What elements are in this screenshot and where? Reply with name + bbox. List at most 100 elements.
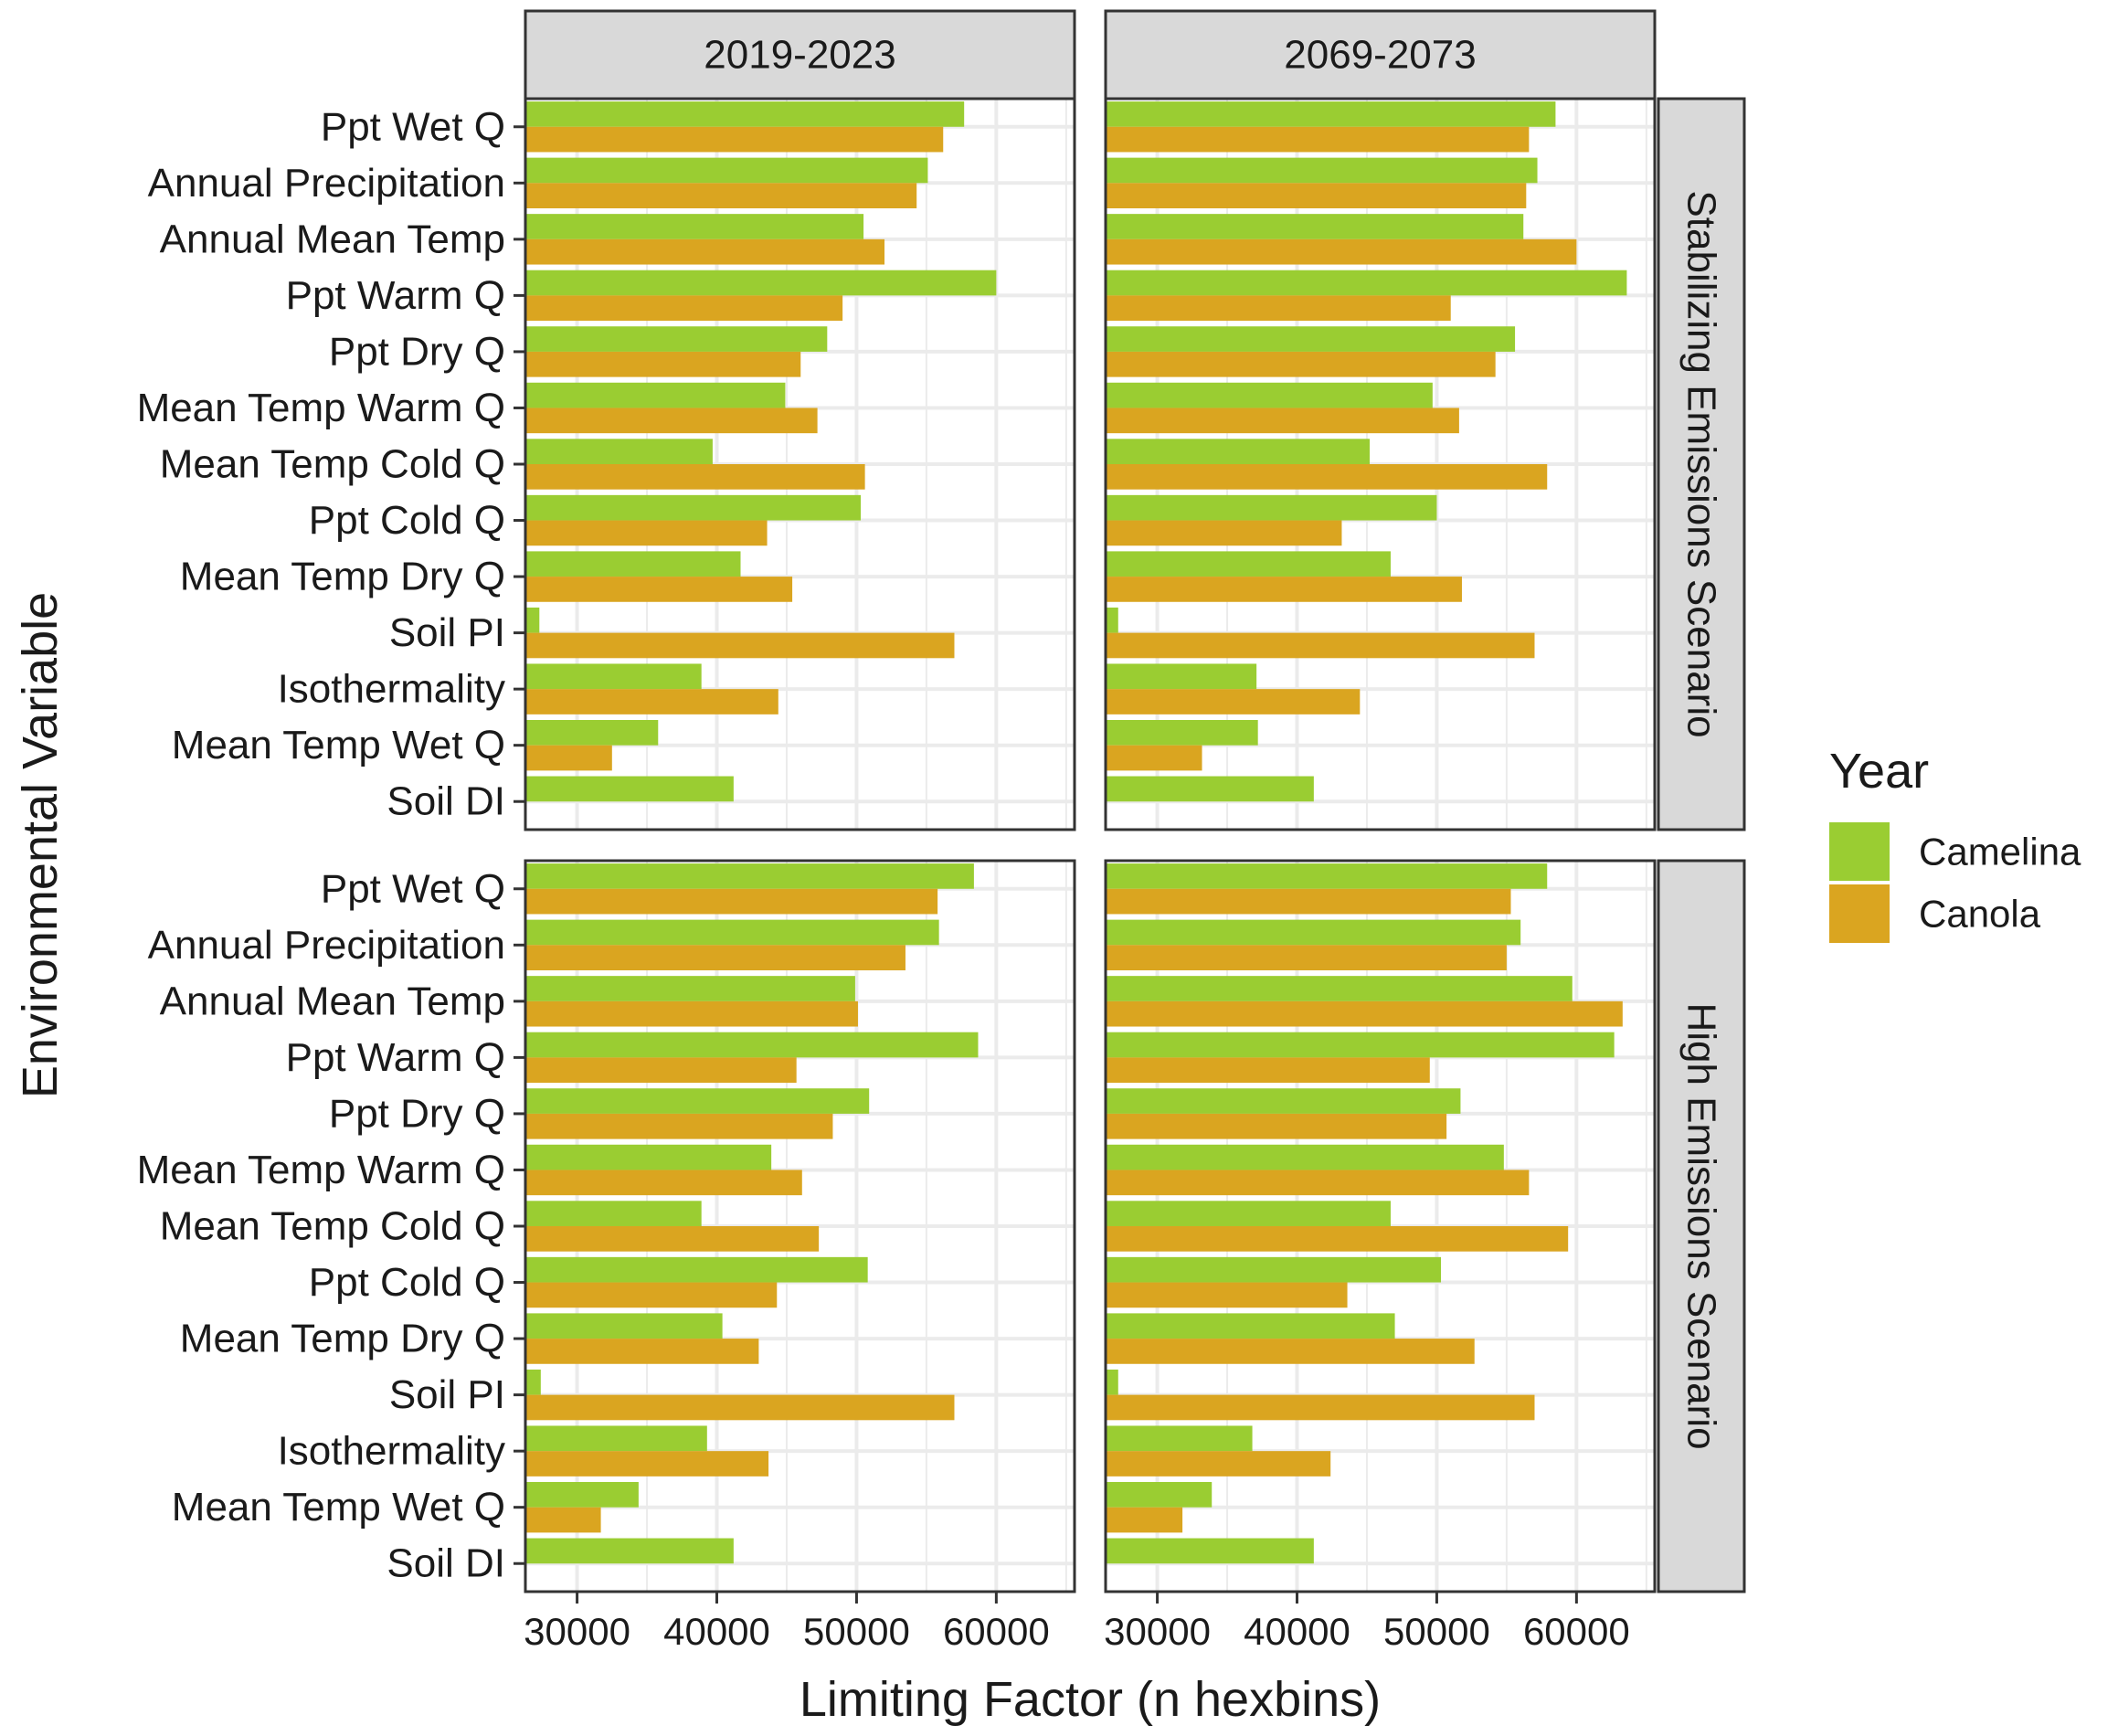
- panel-2-1-bar-camelina-ppt-warm-q: [525, 1032, 979, 1058]
- panel-2-1-bar-camelina-soil-pi: [525, 1369, 541, 1395]
- x-tick-label: 30000: [1104, 1610, 1211, 1653]
- panel-1-2-bar-canola-ppt-cold-q: [1106, 520, 1342, 546]
- y-tick-label-ppt-warm-q: Ppt Warm Q: [286, 273, 505, 318]
- panel-2-2-bar-camelina-mean-temp-wet-q: [1106, 1482, 1213, 1508]
- legend-title: Year: [1829, 744, 1929, 799]
- row-strip-1: [1657, 97, 1746, 831]
- legend-swatch-camelina: [1829, 822, 1890, 881]
- panel-1-1-bar-camelina-ppt-wet-q: [525, 101, 965, 127]
- panel-1-1-bar-camelina-annual-precipitation: [525, 157, 928, 184]
- panel-2-1-bar-canola-ppt-dry-q: [525, 1113, 833, 1139]
- panel-2-2-bar-camelina-isothermality: [1106, 1425, 1253, 1452]
- panel-2-2-bar-camelina-annual-precipitation: [1106, 919, 1521, 946]
- panel-1-1-bar-canola-mean-temp-cold-q: [525, 464, 865, 490]
- column-strip-2: [1104, 9, 1657, 101]
- panel-1-2-bar-camelina-soil-di: [1106, 776, 1314, 802]
- panel-2-2-bar-canola-annual-precipitation: [1106, 945, 1507, 970]
- y-tick-label-soil-pi: Soil PI: [389, 1372, 505, 1417]
- panel-2-1-bar-camelina-mean-temp-warm-q: [525, 1144, 772, 1170]
- panel-2-1-bar-canola-mean-temp-wet-q: [525, 1507, 601, 1533]
- y-tick-label-soil-di: Soil DI: [387, 1541, 505, 1586]
- legend-label-canola: Canola: [1919, 893, 2041, 936]
- y-axis-title: Environmental Variable: [13, 592, 68, 1098]
- y-tick-label-mean-temp-dry-q: Mean Temp Dry Q: [180, 1317, 505, 1361]
- panel-2-2-bar-canola-ppt-cold-q: [1106, 1282, 1348, 1308]
- y-tick-label-isothermality: Isothermality: [278, 1429, 505, 1474]
- panel-2-2-bar-camelina-mean-temp-dry-q: [1106, 1313, 1395, 1339]
- y-tick-label-mean-temp-cold-q: Mean Temp Cold Q: [160, 1204, 505, 1249]
- panel-2-1-bar-camelina-mean-temp-dry-q: [525, 1313, 723, 1339]
- panel-1-1-bar-camelina-mean-temp-dry-q: [525, 551, 741, 577]
- panel-2-2-bar-canola-mean-temp-warm-q: [1106, 1170, 1530, 1196]
- panel-1-2-bar-canola-soil-pi: [1106, 632, 1535, 659]
- panel-2-1-bar-canola-soil-pi: [525, 1394, 955, 1421]
- x-tick-label: 40000: [663, 1610, 770, 1653]
- panel-1-1-bar-canola-mean-temp-dry-q: [525, 577, 793, 602]
- panel-1-1-bar-canola-annual-precipitation: [525, 183, 917, 208]
- y-tick-label-mean-temp-warm-q: Mean Temp Warm Q: [137, 386, 505, 430]
- panel-2-2-bar-camelina-mean-temp-cold-q: [1106, 1201, 1391, 1226]
- column-strip-1: [524, 9, 1076, 101]
- panel-1-2-bar-canola-mean-temp-dry-q: [1106, 577, 1462, 602]
- panel-2-2-bar-canola-mean-temp-dry-q: [1106, 1339, 1475, 1364]
- y-tick-label-annual-mean-temp: Annual Mean Temp: [160, 217, 505, 261]
- panel-1-1-bar-canola-ppt-cold-q: [525, 520, 768, 546]
- panel-2-1-bar-canola-annual-mean-temp: [525, 1000, 858, 1027]
- panel-1-2-bar-canola-mean-temp-cold-q: [1106, 464, 1548, 490]
- panel-2-1-bar-camelina-annual-mean-temp: [525, 976, 855, 1001]
- panel-1-2-bar-camelina-ppt-wet-q: [1106, 101, 1556, 127]
- y-tick-label-soil-di: Soil DI: [387, 779, 505, 824]
- y-tick-label-mean-temp-wet-q: Mean Temp Wet Q: [172, 1485, 505, 1530]
- panel-2-1-bar-canola-mean-temp-dry-q: [525, 1339, 759, 1364]
- row-strip-label-1: Stabilizing Emissions Scenario: [1679, 190, 1724, 737]
- y-tick-label-annual-mean-temp: Annual Mean Temp: [160, 979, 505, 1023]
- panel-2-2-bar-canola-isothermality: [1106, 1451, 1331, 1477]
- panel-1-2-bar-camelina-ppt-warm-q: [1106, 270, 1627, 296]
- panel-1-1-bar-canola-isothermality: [525, 689, 778, 715]
- panel-1-2-bar-camelina-annual-mean-temp: [1106, 214, 1524, 239]
- y-tick-label-ppt-wet-q: Ppt Wet Q: [321, 104, 505, 149]
- row-strip-label-2: High Emissions Scenario: [1679, 1002, 1724, 1449]
- y-tick-label-mean-temp-warm-q: Mean Temp Warm Q: [137, 1148, 505, 1192]
- panel-1-1-bar-camelina-ppt-warm-q: [525, 270, 997, 296]
- legend-swatch-canola: [1829, 884, 1890, 943]
- panel-1-1-bar-canola-ppt-dry-q: [525, 351, 801, 377]
- panel-1-1-bar-canola-mean-temp-wet-q: [525, 745, 612, 771]
- panel-1-1-bar-camelina-ppt-dry-q: [525, 326, 828, 352]
- panel-1-1-bar-camelina-soil-pi: [525, 607, 540, 633]
- panel-2-2-border: [1104, 859, 1657, 1593]
- column-strip-label-2: 2069-2073: [1284, 33, 1476, 78]
- panel-2-2-bar-camelina-ppt-cold-q: [1106, 1256, 1442, 1283]
- panel-1-2-bar-camelina-mean-temp-wet-q: [1106, 720, 1258, 746]
- x-tick-label: 50000: [803, 1610, 910, 1653]
- panel-2-1-bar-camelina-mean-temp-cold-q: [525, 1201, 702, 1226]
- y-tick-label-ppt-warm-q: Ppt Warm Q: [286, 1035, 505, 1080]
- panel-2-1-bar-camelina-isothermality: [525, 1425, 707, 1452]
- panel-1-1-bar-camelina-ppt-cold-q: [525, 494, 862, 521]
- panel-1-1-bar-canola-annual-mean-temp: [525, 238, 885, 265]
- x-tick-label: 50000: [1383, 1610, 1490, 1653]
- panel-1-2-bar-camelina-ppt-cold-q: [1106, 494, 1437, 521]
- panel-2-1-bar-canola-ppt-warm-q: [525, 1057, 797, 1084]
- panel-2-1-bar-camelina-ppt-dry-q: [525, 1088, 870, 1114]
- panel-1-2-bar-canola-annual-mean-temp: [1106, 238, 1577, 265]
- panel-1-1-bar-camelina-annual-mean-temp: [525, 214, 864, 239]
- panel-1-2-bar-camelina-mean-temp-warm-q: [1106, 382, 1433, 408]
- panel-1-1-bar-camelina-isothermality: [525, 663, 702, 690]
- panel-2-1-bar-camelina-ppt-wet-q: [525, 863, 974, 889]
- x-tick-label: 60000: [943, 1610, 1050, 1653]
- panel-1-2-bar-camelina-isothermality: [1106, 663, 1257, 690]
- panel-1-2-bar-camelina-ppt-dry-q: [1106, 326, 1516, 352]
- panel-2-1-bar-camelina-soil-di: [525, 1538, 734, 1564]
- panel-2-2-bar-camelina-soil-di: [1106, 1538, 1314, 1564]
- x-tick-label: 40000: [1244, 1610, 1350, 1653]
- x-tick-label: 60000: [1523, 1610, 1630, 1653]
- panel-2-1-bar-canola-mean-temp-warm-q: [525, 1170, 802, 1196]
- panel-2-2-bar-canola-ppt-warm-q: [1106, 1057, 1430, 1084]
- x-tick-label: 30000: [524, 1610, 630, 1653]
- panel-1-2-bar-canola-ppt-wet-q: [1106, 126, 1530, 153]
- panel-1-1-bar-canola-soil-pi: [525, 632, 955, 659]
- row-strip-2: [1657, 859, 1746, 1593]
- panel-1-1-bar-canola-mean-temp-warm-q: [525, 408, 818, 434]
- panel-2-2-bar-camelina-soil-pi: [1106, 1369, 1118, 1395]
